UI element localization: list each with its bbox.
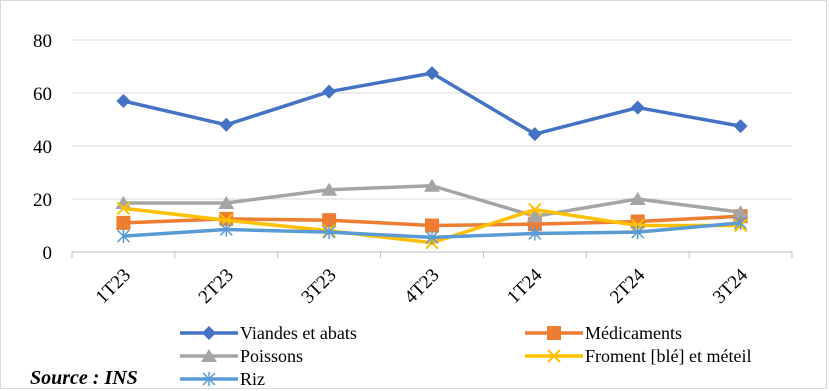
legend: Viandes et abats Médicaments Poissons Frome… (180, 323, 751, 389)
legend-label-0: Viandes et abats (240, 323, 357, 343)
data-point-4-1 (219, 222, 233, 237)
legend-label-3: Froment [blé] et méteil (585, 346, 751, 366)
data-point-2-2 (321, 182, 338, 196)
y-axis-ticks: 0 20 40 60 80 (33, 31, 52, 264)
data-point-2-1 (218, 195, 235, 209)
data-point-3-0 (116, 201, 131, 215)
data-point-4-0 (116, 229, 130, 244)
data-point-4-6 (734, 215, 748, 230)
series-2 (115, 178, 749, 223)
legend-marker-0 (202, 326, 216, 340)
x-tick-label-3T23: 3T23 (297, 265, 340, 308)
y-tick-label-20: 20 (33, 190, 52, 211)
series-4 (116, 215, 748, 245)
data-point-0-2 (322, 84, 337, 99)
legend-item-3: Froment [blé] et méteil (525, 346, 751, 366)
data-point-0-0 (116, 93, 131, 108)
y-tick-label-0: 0 (43, 243, 53, 264)
data-point-2-3 (424, 178, 440, 192)
data-point-1-3 (425, 218, 439, 233)
data-point-2-6 (732, 205, 749, 219)
data-point-2-0 (115, 195, 132, 209)
legend-label-4: Riz (240, 369, 265, 389)
data-point-2-4 (526, 209, 543, 223)
legend-item-4: Riz (180, 369, 265, 389)
x-axis: 1T23 2T23 3T23 4T23 1T24 2T24 3T24 (71, 251, 793, 308)
series-line-0 (123, 71, 741, 136)
source-note: Source : INS (30, 367, 138, 389)
data-point-1-0 (116, 215, 131, 230)
data-point-3-1 (219, 213, 233, 227)
data-point-0-5 (630, 100, 645, 115)
x-tick-label-1T24: 1T24 (503, 264, 547, 308)
x-tick-label-2T23: 2T23 (195, 265, 238, 308)
legend-marker-3 (547, 349, 561, 363)
data-point-0-1 (219, 117, 234, 132)
data-point-0-3 (425, 66, 439, 81)
legend-item-1: Médicaments (525, 323, 682, 343)
data-point-4-2 (322, 225, 336, 240)
y-tick-label-60: 60 (33, 84, 52, 105)
series-layer (115, 66, 749, 250)
legend-item-0: Viandes et abats (180, 323, 357, 343)
x-tick-label-3T24: 3T24 (709, 264, 753, 308)
legend-marker-2 (201, 349, 217, 362)
legend-label-2: Poissons (240, 346, 303, 366)
data-point-4-4 (528, 226, 542, 241)
data-point-0-6 (733, 119, 748, 134)
legend-marker-1 (547, 326, 561, 340)
data-point-3-4 (528, 202, 542, 217)
series-0 (116, 66, 748, 142)
legend-label-1: Médicaments (585, 323, 682, 343)
x-tick-label-4T23: 4T23 (400, 265, 443, 308)
legend-marker-4 (202, 372, 216, 386)
x-tick-label-1T23: 1T23 (92, 265, 135, 308)
data-point-4-5 (631, 225, 645, 240)
data-point-2-5 (629, 192, 646, 205)
y-tick-label-80: 80 (33, 31, 52, 52)
legend-item-2: Poissons (180, 346, 303, 366)
x-tick-label-2T24: 2T24 (606, 264, 650, 308)
data-point-0-4 (527, 127, 542, 142)
grid-lines (72, 39, 792, 200)
data-point-1-2 (322, 213, 337, 228)
data-point-4-3 (425, 230, 439, 245)
y-tick-label-40: 40 (33, 137, 52, 158)
